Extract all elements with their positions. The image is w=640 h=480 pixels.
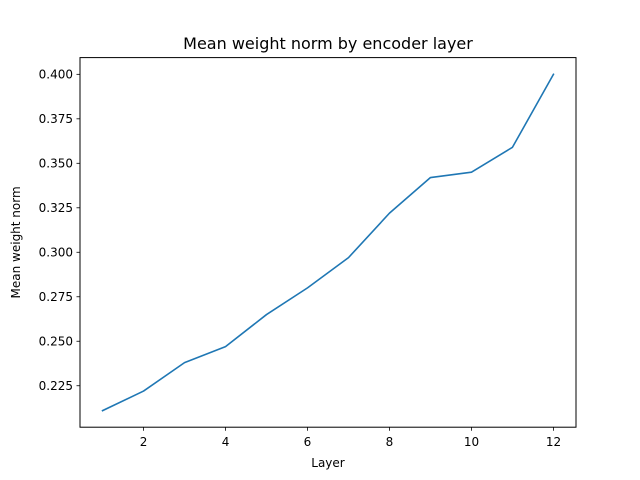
x-tick-label: 6 xyxy=(304,435,312,449)
series-line xyxy=(101,73,555,412)
y-axis-label: Mean weight norm xyxy=(9,186,23,298)
chart-title: Mean weight norm by encoder layer xyxy=(183,34,473,53)
y-tick-label: 0.375 xyxy=(39,112,73,126)
y-tick-label: 0.325 xyxy=(39,201,73,215)
y-tick-label: 0.275 xyxy=(39,290,73,304)
x-tick-label: 12 xyxy=(546,435,561,449)
x-tick-label: 4 xyxy=(222,435,230,449)
y-tick-label: 0.400 xyxy=(39,68,73,82)
plot-frame xyxy=(79,57,577,428)
x-axis-label: Layer xyxy=(311,456,345,470)
y-tick-label: 0.225 xyxy=(39,379,73,393)
x-tick-label: 10 xyxy=(464,435,479,449)
x-tick-label: 8 xyxy=(386,435,394,449)
y-tick-label: 0.250 xyxy=(39,335,73,349)
y-tick-label: 0.300 xyxy=(39,246,73,260)
plot-layer: 2 4 6 8 10 12 0.225 0.250 0.275 0.300 0.325 0.350 0.… xyxy=(39,68,561,450)
y-tick-label: 0.350 xyxy=(39,157,73,171)
x-tick-label: 2 xyxy=(140,435,148,449)
